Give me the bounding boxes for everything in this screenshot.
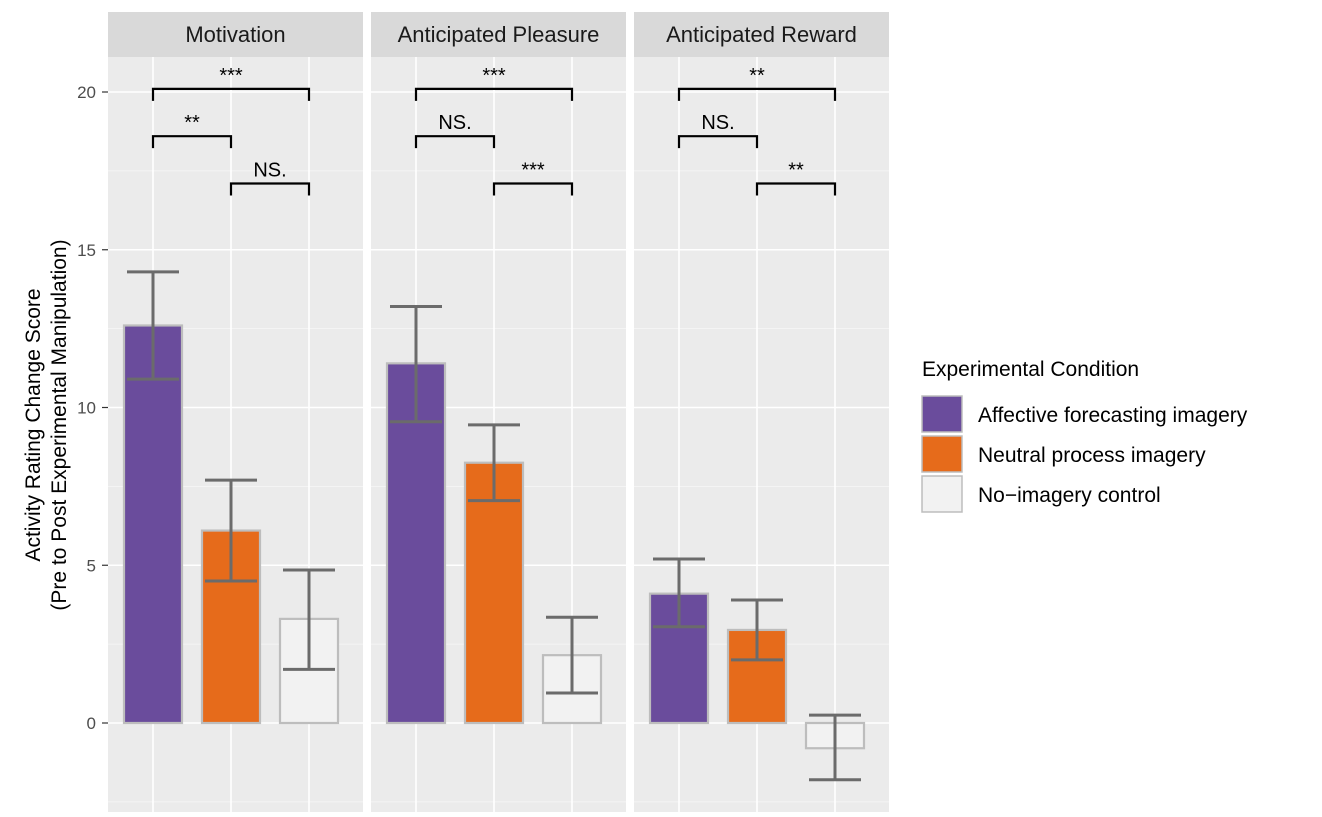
significance-bracket-0 bbox=[414, 87, 574, 101]
legend-swatch-neutral bbox=[921, 435, 963, 473]
y-tick-label-20: 20 bbox=[77, 83, 96, 102]
significance-bracket-1 bbox=[414, 135, 496, 149]
panel-2: Anticipated Reward ** NS. ** bbox=[634, 12, 889, 812]
legend-label-neutral: Neutral process imagery bbox=[978, 444, 1206, 467]
significance-label-1: NS. bbox=[701, 112, 734, 134]
legend-swatch-affective bbox=[921, 395, 963, 433]
y-tick-label-5: 5 bbox=[87, 556, 96, 575]
panel-title-2: Anticipated Reward bbox=[666, 22, 857, 47]
significance-bracket-2 bbox=[229, 182, 311, 196]
y-axis-title-line2: (Pre to Post Experimental Manipulation) bbox=[48, 239, 71, 610]
significance-label-1: ** bbox=[184, 112, 200, 134]
significance-bracket-1 bbox=[151, 135, 233, 149]
legend-swatch-control bbox=[921, 475, 963, 513]
bar-neutral bbox=[463, 461, 525, 725]
significance-label-2: NS. bbox=[253, 159, 286, 181]
y-tick-label-15: 15 bbox=[77, 241, 96, 260]
bar-affective bbox=[385, 362, 447, 725]
significance-bracket-0 bbox=[151, 87, 311, 101]
y-tick-label-0: 0 bbox=[87, 714, 96, 733]
panel-title-0: Motivation bbox=[185, 22, 285, 47]
significance-bracket-0 bbox=[677, 87, 837, 101]
y-axis-title-line1: Activity Rating Change Score bbox=[22, 288, 45, 561]
panel-0: Motivation*****NS. bbox=[108, 12, 363, 812]
significance-label-2: ** bbox=[788, 159, 804, 181]
bar-affective bbox=[122, 324, 184, 725]
y-tick-label-10: 10 bbox=[77, 399, 96, 418]
significance-label-0: *** bbox=[219, 65, 243, 87]
significance-bracket-2 bbox=[755, 182, 837, 196]
legend-label-affective: Affective forecasting imagery bbox=[978, 404, 1248, 427]
panel-title-1: Anticipated Pleasure bbox=[398, 22, 600, 47]
significance-label-0: *** bbox=[482, 65, 506, 87]
significance-label-1: NS. bbox=[438, 112, 471, 134]
panel-1: Anticipated Pleasure *** NS. *** bbox=[371, 12, 626, 812]
significance-label-0: ** bbox=[749, 65, 765, 87]
significance-bracket-1 bbox=[677, 135, 759, 149]
panel-strip-0 bbox=[108, 12, 363, 57]
panel-strip-1 bbox=[371, 12, 626, 57]
panel-strip-2 bbox=[634, 12, 889, 57]
legend-label-control: No−imagery control bbox=[978, 484, 1161, 507]
significance-bracket-2 bbox=[492, 182, 574, 196]
legend-title: Experimental Condition bbox=[922, 358, 1139, 381]
significance-label-2: *** bbox=[521, 159, 545, 181]
